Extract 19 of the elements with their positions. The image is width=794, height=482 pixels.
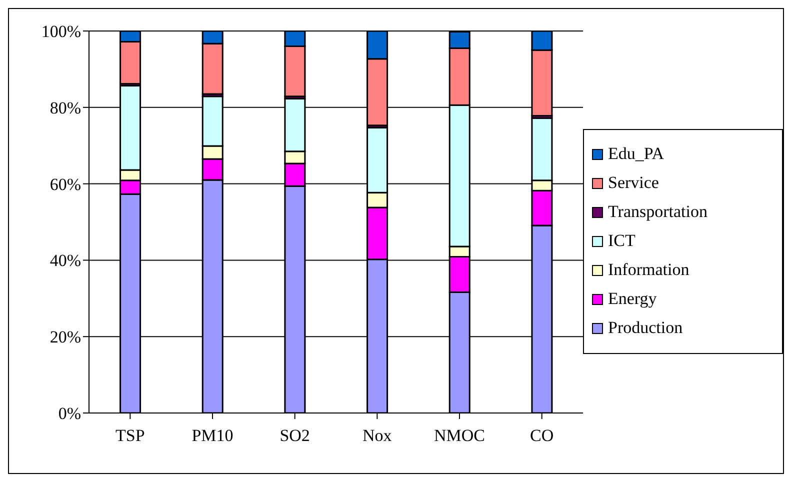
x-tick-label: TSP <box>116 426 145 446</box>
y-tick-label: 60% <box>50 174 81 194</box>
x-tick-label: CO <box>530 426 554 446</box>
legend-label: ICT <box>608 231 636 251</box>
legend-label: Service <box>608 173 659 193</box>
legend-label: Edu_PA <box>608 144 664 164</box>
y-tick-label: 100% <box>41 22 81 42</box>
x-tick-label: PM10 <box>192 426 234 446</box>
x-tick-label: Nox <box>362 426 392 446</box>
legend-label: Information <box>608 260 690 280</box>
x-tick-label: SO2 <box>280 426 310 446</box>
y-tick-label: 80% <box>50 98 81 118</box>
legend-label: Transportation <box>608 202 708 222</box>
x-tick-label: NMOC <box>434 426 486 446</box>
y-tick-label: 40% <box>50 251 81 270</box>
legend-label: Production <box>608 318 683 338</box>
y-tick-label: 20% <box>50 328 81 347</box>
legend-label: Energy <box>608 289 657 309</box>
y-tick-label: 0% <box>58 404 81 424</box>
